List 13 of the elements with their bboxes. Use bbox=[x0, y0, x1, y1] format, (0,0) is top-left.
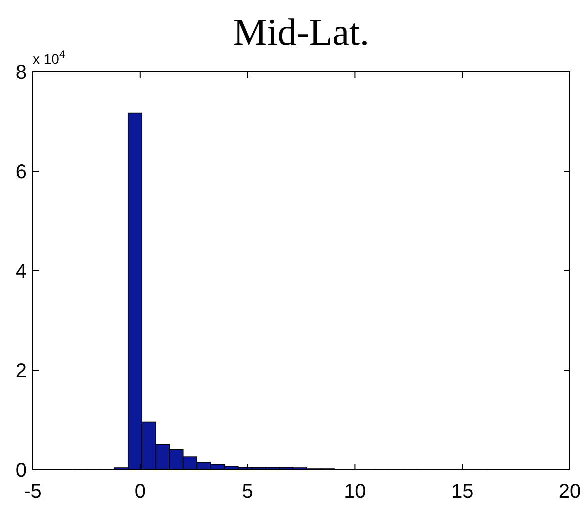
x-tick-label: 10 bbox=[344, 481, 366, 503]
y-tick-label: 0 bbox=[16, 460, 27, 482]
y-tick-label: 4 bbox=[16, 261, 27, 283]
x-tick-label: -5 bbox=[24, 481, 42, 503]
text: x 10$^{4}$ bbox=[33, 49, 66, 67]
y-tick-label: 2 bbox=[16, 360, 27, 382]
x-tick-label: 5 bbox=[242, 481, 254, 503]
y-tick-label: 6 bbox=[16, 162, 27, 184]
chart-title: Mid-Lat. bbox=[233, 12, 370, 54]
x-tick-label: 15 bbox=[451, 481, 474, 503]
y-tick-label: 8 bbox=[16, 62, 27, 84]
x-tick-label: 0 bbox=[134, 481, 146, 503]
x-tick-label: 20 bbox=[558, 481, 582, 503]
